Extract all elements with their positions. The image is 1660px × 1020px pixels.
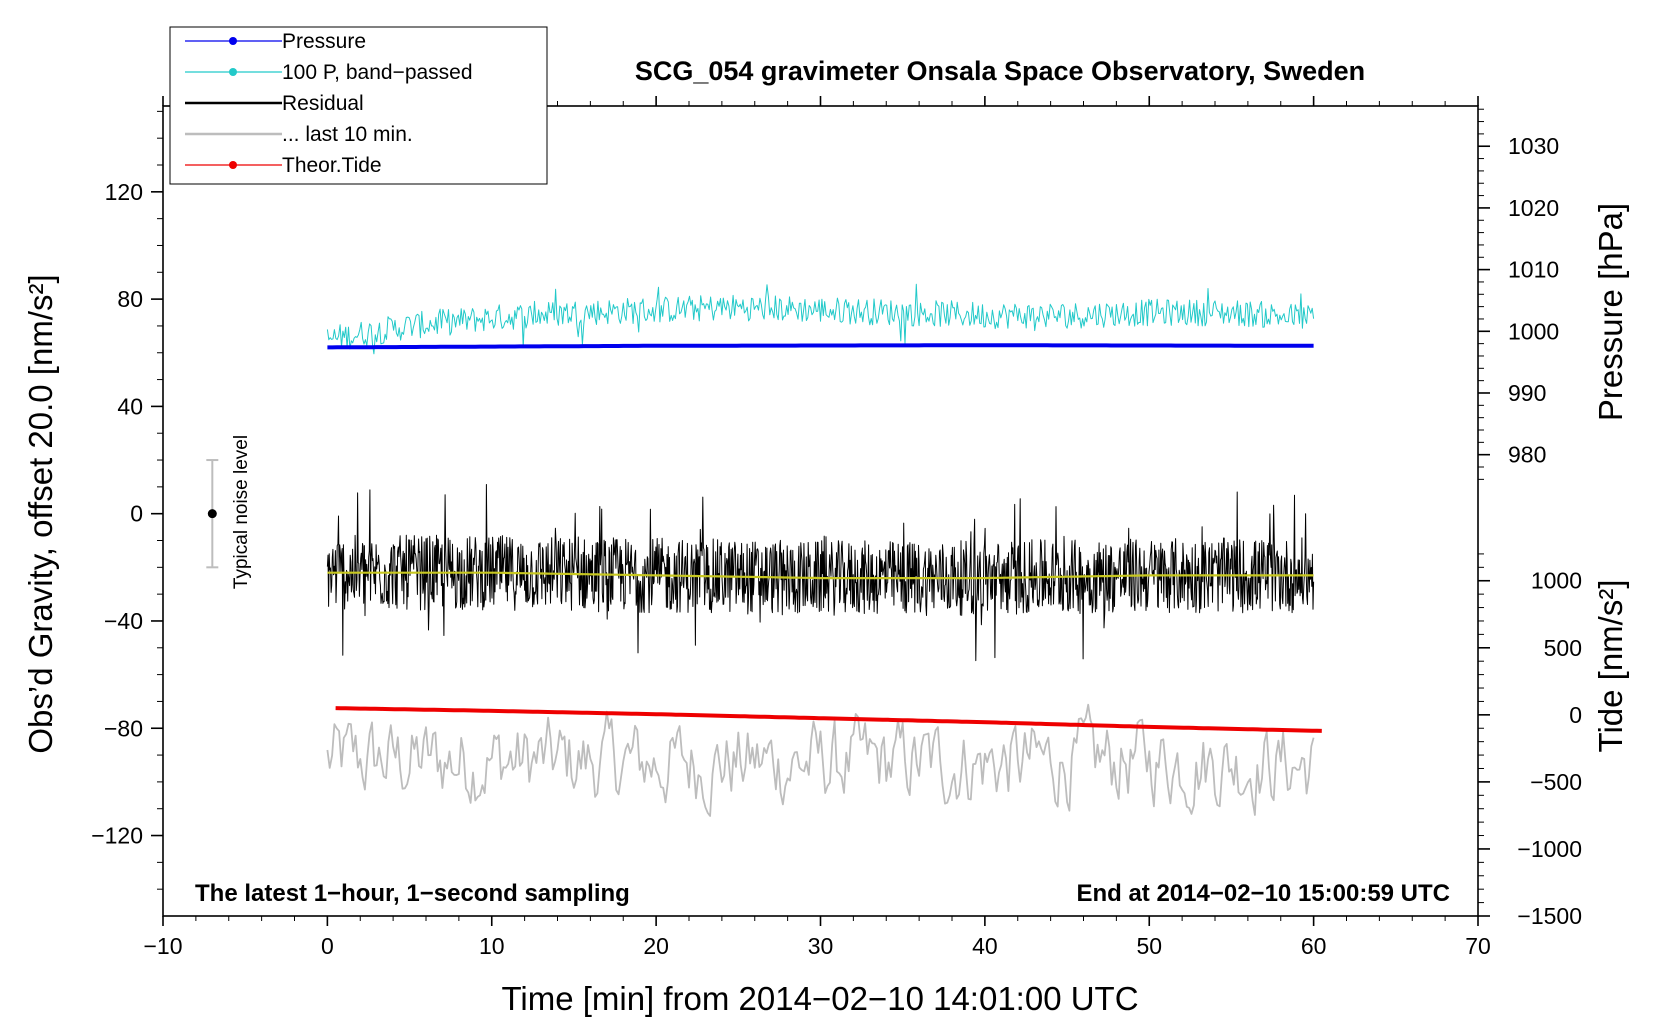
pressure-tick-label: 1000 bbox=[1508, 318, 1559, 344]
noise-level-label: Typical noise level bbox=[231, 435, 252, 589]
tide-tick-label: 1000 bbox=[1531, 568, 1582, 594]
pressure-tick-label: 1010 bbox=[1508, 257, 1559, 283]
y-left-tick-label: −80 bbox=[104, 715, 143, 741]
legend-label: Residual bbox=[282, 92, 364, 115]
y-left-tick-label: 40 bbox=[117, 393, 143, 419]
legend-label: 100 P, band−passed bbox=[282, 61, 473, 84]
pressure-tick-label: 980 bbox=[1508, 442, 1546, 468]
y-left-tick-label: 80 bbox=[117, 286, 143, 312]
y-left-tick-label: 120 bbox=[105, 179, 143, 205]
legend-label: ... last 10 min. bbox=[282, 123, 413, 146]
y-axis-pressure-label: Pressure [hPa] bbox=[1592, 203, 1629, 421]
x-tick-label: 0 bbox=[321, 933, 334, 959]
x-tick-label: 40 bbox=[972, 933, 998, 959]
legend-label: Pressure bbox=[282, 30, 366, 53]
tide-tick-label: −1500 bbox=[1517, 903, 1582, 929]
tide-tick-label: 0 bbox=[1569, 702, 1582, 728]
series-residual bbox=[326, 484, 1315, 662]
x-tick-label: 30 bbox=[808, 933, 834, 959]
pressure-tick-label: 990 bbox=[1508, 380, 1546, 406]
tide-tick-label: 500 bbox=[1544, 635, 1582, 661]
y-axis-tide-label: Tide [nm/s²] bbox=[1592, 580, 1629, 753]
y-axis-left-label: Obs’d Gravity, offset 20.0 [nm/s²] bbox=[22, 274, 59, 753]
ticks-layer: −10 0 10 20 30 40 50 60 7012080400−40−80−1201030… bbox=[91, 96, 1582, 959]
tide-tick-label: −500 bbox=[1530, 769, 1582, 795]
x-tick-label: 20 bbox=[643, 933, 669, 959]
x-tick-label: 70 bbox=[1465, 933, 1491, 959]
series-layer bbox=[326, 283, 1322, 817]
plot-frame bbox=[162, 105, 1479, 917]
legend-dot bbox=[229, 68, 237, 76]
annotation-end-time: End at 2014−02−10 15:00:59 UTC bbox=[1076, 880, 1450, 907]
pressure-tick-label: 1030 bbox=[1508, 133, 1559, 159]
annotation-sampling: The latest 1−hour, 1−second sampling bbox=[195, 880, 630, 907]
series-theor-tide bbox=[335, 706, 1322, 733]
series-100-p-band-passed bbox=[326, 283, 1315, 355]
legend: Pressure 100 P, band−passed Residual ... la… bbox=[169, 26, 548, 185]
noise-bar-center bbox=[207, 509, 217, 519]
x-tick-label: 50 bbox=[1136, 933, 1162, 959]
x-tick-label: 10 bbox=[479, 933, 505, 959]
x-tick-label: 60 bbox=[1301, 933, 1327, 959]
legend-dot bbox=[229, 37, 237, 45]
legend-label: Theor.Tide bbox=[282, 154, 382, 177]
y-left-tick-label: −40 bbox=[104, 608, 143, 634]
legend-box bbox=[169, 26, 548, 185]
x-axis-label: Time [min] from 2014−02−10 14:01:00 UTC bbox=[501, 980, 1138, 1017]
y-left-tick-label: 0 bbox=[130, 501, 143, 527]
series-last-10-min bbox=[326, 703, 1315, 817]
series-pressure bbox=[327, 343, 1314, 350]
pressure-tick-label: 1020 bbox=[1508, 195, 1559, 221]
tide-tick-label: −1000 bbox=[1517, 836, 1582, 862]
chart-title: SCG_054 gravimeter Onsala Space Observat… bbox=[635, 56, 1365, 86]
y-left-tick-label: −120 bbox=[91, 823, 143, 849]
x-tick-label: −10 bbox=[143, 933, 182, 959]
series-residual-smoothed bbox=[327, 571, 1314, 580]
noise-indicator: Typical noise level bbox=[206, 435, 252, 589]
legend-dot bbox=[229, 161, 237, 169]
